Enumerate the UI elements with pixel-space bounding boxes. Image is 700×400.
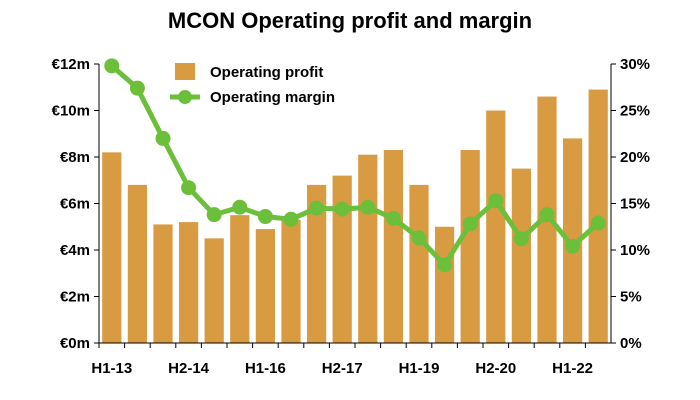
y-left-tick-label: €6m [60,196,90,213]
legend-marker-operating-margin [178,90,192,104]
bar-h2-14 [179,222,199,343]
point-h1-18 [360,199,376,215]
y-left-tick-label: €4m [60,242,90,259]
point-h2-20 [488,193,504,209]
point-h2-21 [539,207,555,223]
legend-label-operating-margin: Operating margin [210,89,335,106]
bar-h1-21 [511,168,531,343]
bar-h2-19 [435,226,455,343]
x-tick-label: H1-22 [552,360,593,377]
point-h1-14 [155,130,171,146]
bar-h1-18 [358,154,378,343]
point-h1-19 [411,230,427,246]
point-h1-13 [104,58,120,74]
y-right-tick-label: 20% [620,149,650,166]
bar-h1-19 [409,184,429,343]
x-tick-label: H1-19 [399,360,440,377]
point-h2-14 [181,180,197,196]
bar-h1-15 [204,238,224,343]
point-h1-20 [462,216,478,232]
bar-h1-20 [460,150,480,343]
legend-swatch-operating-profit [175,63,195,80]
y-right-tick-label: 15% [620,196,650,213]
y-left-tick-label: €0m [60,335,90,352]
y-right-tick-label: 0% [620,335,642,352]
point-h1-21 [513,231,529,247]
point-h2-13 [129,80,145,96]
legend-label-operating-profit: Operating profit [210,64,323,81]
bar-h1-17 [307,184,327,343]
x-tick-label: H2-20 [475,360,516,377]
x-tick-label: H2-14 [168,360,210,377]
point-h2-16 [283,211,299,227]
x-tick-label: H1-13 [91,360,132,377]
point-h2-18 [385,210,401,226]
y-right-tick-label: 10% [620,242,650,259]
point-h2-22 [590,215,606,231]
point-h1-17 [309,200,325,216]
point-h1-15 [206,207,222,223]
bar-h2-16 [281,219,301,343]
y-right-tick-label: 30% [620,56,650,73]
bar-h1-13 [102,152,122,343]
y-left-tick-label: €8m [60,149,90,166]
point-h1-22 [565,238,581,254]
x-tick-label: H2-17 [322,360,363,377]
bar-h2-20 [486,110,506,343]
point-h1-16 [257,209,273,225]
bar-h2-13 [127,184,147,343]
bar-h2-15 [230,215,250,343]
chart-title: MCON Operating profit and margin [167,8,533,33]
y-right-tick-label: 25% [620,103,650,120]
point-h2-15 [232,199,248,215]
bar-h2-18 [383,150,403,343]
x-tick-label: H1-16 [245,360,286,377]
y-right-tick-label: 5% [620,289,642,306]
y-left-tick-label: €10m [52,103,90,120]
bar-h1-14 [153,224,173,343]
legend: Operating profit Operating margin [170,63,335,106]
point-h2-17 [334,201,350,217]
bar-h2-17 [332,175,352,343]
y-left-tick-label: €2m [60,289,90,306]
point-h2-19 [437,257,453,273]
y-left-tick-label: €12m [52,56,90,73]
bar-h1-16 [255,229,275,343]
